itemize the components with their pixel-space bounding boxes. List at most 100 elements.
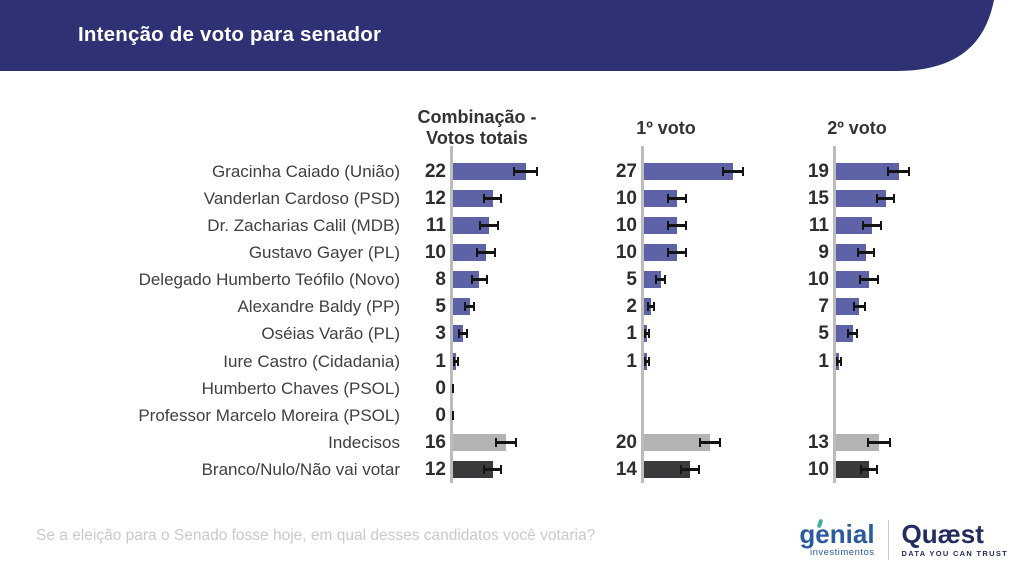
error-bar [667, 221, 687, 231]
bar-value-label: 0 [435, 404, 446, 426]
bar-value-label: 15 [807, 188, 829, 210]
error-bar [887, 167, 911, 176]
bar-value-label: 19 [807, 161, 829, 182]
bar-value-label: 5 [435, 296, 446, 318]
error-bar [476, 248, 496, 258]
bar [453, 433, 506, 451]
error-bar [862, 221, 883, 231]
error-bar [451, 410, 455, 420]
bar-value-label: 1 [626, 323, 637, 345]
candidate-label: Vanderlan Cardoso (PSD) [203, 189, 400, 209]
error-bar [875, 194, 896, 204]
bar-value-label: 0 [435, 377, 446, 399]
bar-value-label: 5 [818, 323, 829, 345]
quaest-logo-tagline: DATA YOU CAN TRUST [901, 549, 1008, 558]
logo-divider [887, 520, 889, 560]
bar-value-label: 27 [615, 161, 637, 182]
candidate-label: Oséias Varão (PL) [261, 324, 400, 344]
bar-value-label: 12 [424, 458, 446, 480]
page-title: Intenção de voto para senador [78, 23, 382, 46]
bar [453, 325, 463, 343]
header-banner [0, 0, 994, 71]
bar [836, 190, 886, 208]
error-bar [852, 302, 866, 312]
bar-value-label: 9 [818, 242, 829, 264]
genial-logo-tagline: investimentos [809, 547, 875, 558]
error-bar [512, 167, 539, 176]
candidate-label: Humberto Chaves (PSOL) [201, 378, 400, 398]
error-bar [451, 383, 455, 393]
bar-value-label: 1 [818, 350, 829, 372]
column-header-1-voto: 1º voto [636, 118, 696, 138]
error-bar [482, 464, 503, 474]
candidate-label: Indecisos [328, 432, 400, 452]
bar-value-label: 11 [808, 215, 829, 237]
error-bar [644, 329, 651, 339]
bar [453, 163, 526, 180]
bar-value-label: 10 [807, 458, 829, 480]
error-bar [471, 275, 488, 285]
error-bar [836, 356, 843, 366]
bar-value-label: 3 [435, 323, 446, 345]
bar-value-label: 10 [807, 269, 829, 291]
error-bar [859, 275, 879, 285]
bar-value-label: 7 [818, 296, 829, 318]
bar-value-label: 8 [435, 269, 446, 291]
candidate-label: Alexandre Baldy (PP) [237, 297, 400, 317]
candidate-label: Gustavo Gayer (PL) [248, 243, 400, 263]
error-bar [721, 167, 745, 176]
bar-value-label: 10 [615, 188, 637, 210]
bar [644, 163, 734, 180]
bar-value-label: 10 [615, 242, 637, 264]
bar-value-label: 10 [615, 215, 637, 237]
axis-line-combinacao [450, 146, 453, 483]
error-bar [654, 275, 667, 285]
error-bar [667, 248, 687, 258]
quaest-logo-text: Quæst [901, 519, 984, 549]
error-bar [680, 464, 701, 474]
bar [836, 163, 899, 180]
candidate-label: Delegado Humberto Teófilo (Novo) [138, 270, 400, 290]
bar-value-label: 1 [626, 350, 637, 372]
error-bar [482, 194, 503, 204]
bar-value-label: 11 [425, 215, 446, 237]
bar [644, 460, 691, 478]
error-bar [847, 329, 858, 339]
genial-logo-text: genial [799, 519, 875, 549]
error-bar [463, 302, 476, 312]
bar-value-label: 1 [435, 350, 446, 372]
footer-logos: genial investimentos Quæst DATA YOU CAN … [799, 518, 1008, 560]
bar-value-label: 22 [424, 161, 446, 182]
error-bar [698, 437, 722, 447]
error-bar [494, 437, 518, 447]
candidate-label: Iure Castro (Cidadania) [223, 351, 400, 371]
bar-value-label: 2 [626, 296, 637, 318]
survey-question-text: Se a eleição para o Senado fosse hoje, e… [36, 527, 596, 544]
candidate-label: Professor Marcelo Moreira (PSOL) [138, 405, 400, 425]
error-bar [479, 221, 500, 231]
error-bar [859, 464, 879, 474]
candidate-label: Gracinha Caiado (União) [211, 162, 400, 181]
candidate-label: Branco/Nulo/Não vai votar [201, 459, 400, 479]
axis-line-2-voto [833, 146, 836, 483]
error-bar [867, 437, 891, 447]
quaest-logo: Quæst DATA YOU CAN TRUST [901, 519, 1008, 558]
column-header-2-voto: 2º voto [827, 118, 887, 138]
error-bar [644, 356, 651, 366]
genial-logo: genial investimentos [799, 518, 875, 558]
bar [644, 433, 710, 451]
error-bar [646, 302, 655, 312]
bar-value-label: 13 [807, 431, 829, 453]
bar-value-label: 14 [615, 458, 637, 480]
bar-value-label: 12 [424, 188, 446, 210]
bar-value-label: 10 [424, 242, 446, 264]
error-bar [667, 194, 687, 204]
column-header-combinacao-votos-totais: Combinação - Votos totais [417, 107, 537, 148]
bar-value-label: 20 [615, 431, 637, 453]
error-bar [856, 248, 875, 258]
error-bar [458, 329, 468, 339]
candidate-label: Dr. Zacharias Calil (MDB) [207, 216, 400, 236]
bar-value-label: 5 [626, 269, 637, 291]
bar-value-label: 16 [424, 431, 446, 453]
error-bar [453, 356, 460, 366]
